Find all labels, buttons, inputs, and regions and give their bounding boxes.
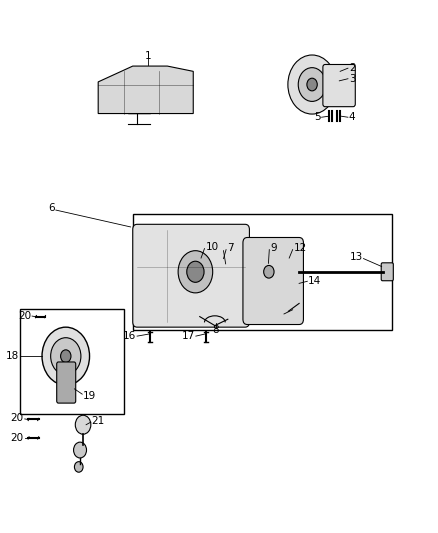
Bar: [21, 309, 124, 414]
Circle shape: [51, 338, 81, 375]
Text: 14: 14: [308, 276, 321, 286]
Circle shape: [74, 462, 83, 472]
Text: 13: 13: [350, 252, 363, 262]
Text: 6: 6: [48, 204, 55, 214]
Text: 1: 1: [145, 51, 151, 61]
Text: 9: 9: [270, 243, 277, 253]
Text: 20: 20: [11, 433, 24, 443]
Text: 21: 21: [92, 416, 105, 425]
Text: 8: 8: [212, 325, 219, 335]
Text: 19: 19: [83, 391, 96, 401]
Circle shape: [288, 55, 336, 114]
Text: 10: 10: [205, 242, 219, 252]
Text: 20: 20: [18, 311, 31, 321]
FancyBboxPatch shape: [133, 224, 249, 327]
FancyBboxPatch shape: [57, 362, 76, 403]
FancyBboxPatch shape: [323, 64, 355, 107]
Text: 7: 7: [227, 243, 233, 253]
Circle shape: [74, 442, 87, 458]
Bar: [133, 214, 392, 330]
Text: 18: 18: [6, 351, 20, 361]
Text: 2: 2: [349, 63, 355, 73]
FancyBboxPatch shape: [381, 263, 393, 281]
Circle shape: [187, 261, 204, 282]
Text: 5: 5: [314, 112, 321, 122]
Circle shape: [307, 78, 317, 91]
Circle shape: [42, 327, 89, 385]
Text: 3: 3: [349, 74, 355, 84]
Polygon shape: [98, 66, 193, 114]
Circle shape: [298, 68, 326, 101]
Text: 12: 12: [293, 243, 307, 253]
Text: 20: 20: [11, 413, 24, 423]
Circle shape: [178, 251, 213, 293]
FancyBboxPatch shape: [243, 238, 304, 325]
Circle shape: [75, 415, 91, 434]
Text: 16: 16: [123, 331, 136, 341]
Text: 17: 17: [182, 331, 195, 341]
Circle shape: [264, 265, 274, 278]
Circle shape: [60, 350, 71, 362]
Text: 4: 4: [349, 112, 355, 122]
